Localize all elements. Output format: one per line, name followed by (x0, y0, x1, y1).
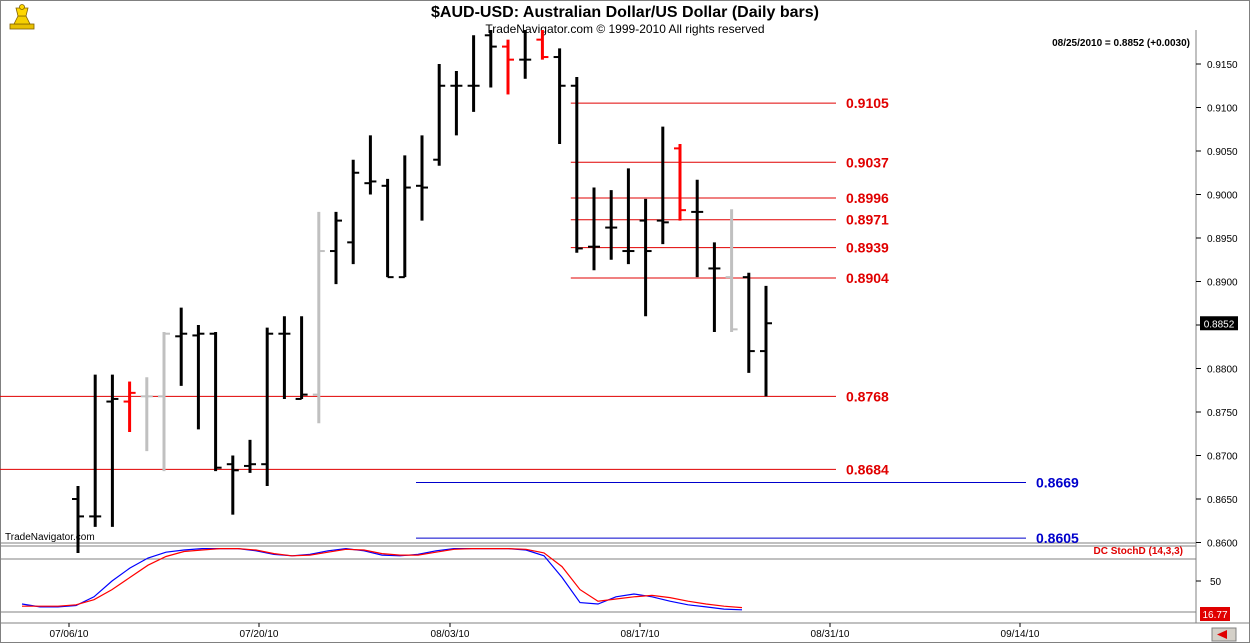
level-label: 0.8684 (846, 461, 889, 477)
last-price-label: 0.8852 (1204, 319, 1235, 330)
ohlc-bar (140, 377, 153, 452)
stochastic-panel: DC StochD (14,3,3) 50 16.77 (21, 546, 1230, 621)
ohlc-bar (656, 126, 669, 245)
ohlc-bar (760, 285, 772, 397)
ohlc-bar (519, 30, 532, 79)
level-label: 0.8939 (846, 240, 889, 256)
ohlc-bar (502, 39, 514, 95)
ohlc-bar (450, 70, 463, 136)
y-tick-label: 0.8650 (1207, 495, 1238, 506)
stoch-last-value: 16.77 (1202, 610, 1227, 621)
ohlc-bar (244, 439, 256, 473)
x-tick-label: 07/20/10 (240, 629, 279, 640)
ohlc-bar (742, 272, 755, 373)
ohlc-bar (192, 325, 205, 430)
ohlc-bar (536, 30, 549, 60)
stoch-line (21, 547, 743, 611)
price-axis: 0.9150 0.9100 0.9050 0.9000 0.8950 0.8900 0.88… (1196, 60, 1238, 550)
ohlc-bar (570, 77, 583, 253)
ohlc-bar (330, 211, 342, 285)
y-tick-label: 0.9000 (1207, 191, 1238, 202)
ohlc-bar (691, 179, 704, 278)
ohlc-bar (158, 331, 170, 472)
ohlc-bar (416, 135, 428, 221)
x-tick-label: 09/14/10 (1001, 629, 1040, 640)
ohlc-bar (433, 64, 446, 166)
ohlc-bar (674, 144, 686, 221)
watermark: TradeNavigator.com (5, 532, 95, 543)
levels-layer: 0.9105 0.9037 0.8996 0.8971 0.8939 0.8904 0.87… (0, 95, 1079, 546)
level-label: 0.8971 (846, 212, 889, 228)
ohlc-bar (364, 135, 377, 195)
ohlc-bar (261, 327, 274, 486)
ohlc-bar (553, 48, 566, 145)
y-tick-label: 0.9100 (1207, 104, 1238, 115)
ohlc-bar (467, 35, 480, 112)
ohlc-bar (312, 211, 325, 424)
chart-title: $AUD-USD: Australian Dollar/US Dollar (D… (431, 4, 819, 21)
y-tick-label: 0.9050 (1207, 147, 1238, 158)
last-price-box (1200, 316, 1238, 331)
y-tick-label: 0.8750 (1207, 408, 1238, 419)
stoch-tick-label: 50 (1210, 577, 1222, 588)
x-tick-label: 08/31/10 (811, 629, 850, 640)
x-tick-label: 07/06/10 (50, 629, 89, 640)
level-label: 0.9105 (846, 95, 889, 111)
ohlc-bar (72, 485, 84, 553)
y-tick-label: 0.8900 (1207, 278, 1238, 289)
ohlc-bar (175, 307, 188, 386)
copyright-text: TradeNavigator.com © 1999-2010 All right… (485, 22, 764, 36)
ohlc-bar (484, 30, 497, 88)
ohlc-bar (622, 168, 635, 265)
y-tick-label: 0.8600 (1207, 539, 1238, 550)
y-tick-label: 0.8800 (1207, 365, 1238, 376)
ohlc-bar (209, 331, 222, 472)
stoch-title: DC StochD (14,3,3) (1094, 546, 1183, 557)
ohlc-bar (123, 381, 136, 433)
y-tick-label: 0.9150 (1207, 60, 1238, 71)
scroll-left-button[interactable] (1211, 627, 1237, 642)
ohlc-bar (398, 155, 411, 279)
level-label: 0.9037 (846, 154, 889, 170)
ohlc-bar (89, 374, 102, 527)
ohlc-bar (725, 209, 738, 332)
time-axis: 07/06/10 07/20/10 08/03/10 08/17/10 08/31/10… (50, 623, 1040, 640)
ohlc-bar (381, 178, 394, 279)
level-label: 0.8996 (846, 190, 889, 206)
ohlc-bar (226, 455, 239, 515)
ohlc-bar (708, 242, 721, 332)
ohlc-bar (605, 190, 618, 260)
bars-layer (72, 30, 772, 553)
level-label: 0.8669 (1036, 474, 1079, 490)
ohlc-bar (106, 374, 119, 527)
x-tick-label: 08/17/10 (621, 629, 660, 640)
level-label: 0.8605 (1036, 530, 1079, 546)
ohlc-bar (278, 316, 291, 399)
x-tick-label: 08/03/10 (431, 629, 470, 640)
ohlc-bar (588, 187, 600, 271)
level-label: 0.8768 (846, 388, 889, 404)
stoch-line (22, 547, 743, 609)
ohlc-bar (295, 316, 308, 400)
stoch-last-box (1200, 607, 1230, 621)
ohlc-bar (347, 159, 360, 265)
level-label: 0.8904 (846, 270, 889, 286)
ohlc-bar (639, 198, 652, 317)
y-tick-label: 0.8950 (1207, 234, 1238, 245)
last-quote: 08/25/2010 = 0.8852 (+0.0030) (1052, 38, 1190, 49)
y-tick-label: 0.8700 (1207, 452, 1238, 463)
trophy-icon (9, 4, 35, 30)
